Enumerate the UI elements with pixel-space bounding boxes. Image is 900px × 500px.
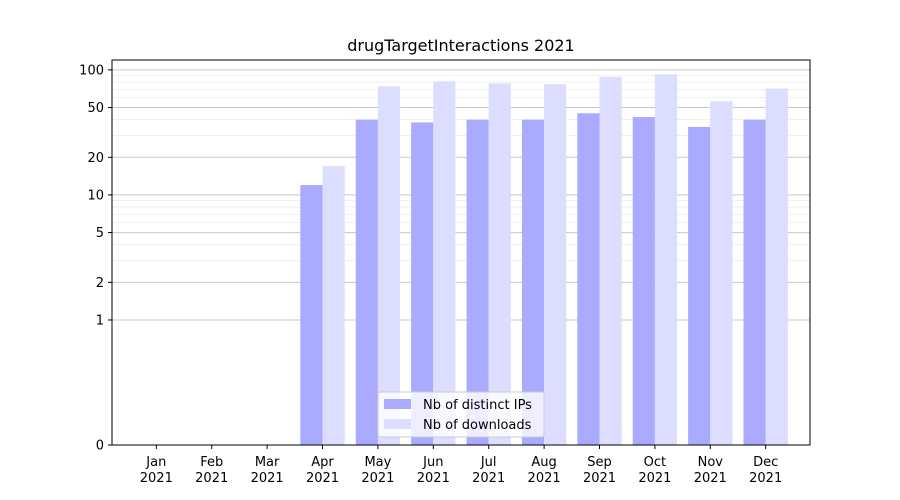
bar-distinct-ips-apr xyxy=(300,185,323,445)
plot-frame xyxy=(111,59,811,446)
bar-downloads-oct xyxy=(654,74,678,445)
bar-distinct-ips-may xyxy=(355,119,378,446)
x-axis: Jan 2021 Feb 2021 Mar 2021 Apr 2021 May 2021 Jun 20… xyxy=(140,445,782,486)
x-tick-label: Jul 2021 xyxy=(472,455,505,486)
y-tick-label: 2 xyxy=(96,276,104,291)
x-tick-label: May 2021 xyxy=(361,455,394,486)
bar-distinct-ips-nov xyxy=(688,126,711,446)
bars xyxy=(300,74,788,446)
bar-distinct-ips-oct xyxy=(632,117,655,445)
x-tick-label: Mar 2021 xyxy=(251,455,284,486)
bar-downloads-apr xyxy=(322,166,345,445)
x-tick-label: Jan 2021 xyxy=(140,455,173,486)
legend-swatch-distinct-ips xyxy=(384,399,411,409)
x-tick-label: Jun 2021 xyxy=(417,455,450,486)
x-tick-label: Sep 2021 xyxy=(583,455,616,486)
bar-distinct-ips-aug xyxy=(521,119,545,446)
y-tick-label: 10 xyxy=(87,188,104,203)
y-axis: 0 1 2 5 10 20 50 100 xyxy=(79,63,112,454)
bar-distinct-ips-sep xyxy=(577,113,600,445)
bar-distinct-ips-jun xyxy=(411,122,434,445)
y-tick-label: 20 xyxy=(87,151,104,166)
x-tick-label: Dec 2021 xyxy=(749,455,782,486)
x-tick-label: Aug 2021 xyxy=(528,455,561,486)
legend: Nb of distinct IPs Nb of downloads xyxy=(377,391,545,438)
bar-distinct-ips-jul xyxy=(466,119,489,446)
bar-downloads-jul xyxy=(488,83,511,445)
y-tick-label: 1 xyxy=(96,313,104,328)
bar-distinct-ips-dec xyxy=(743,119,766,446)
x-tick-label: Feb 2021 xyxy=(195,455,228,486)
x-tick-label: Nov 2021 xyxy=(694,455,727,486)
y-tick-label: 50 xyxy=(87,101,104,116)
y-tick-label: 5 xyxy=(96,226,104,241)
bar-downloads-dec xyxy=(765,88,788,446)
legend-label-distinct-ips: Nb of distinct IPs xyxy=(423,398,532,413)
bar-downloads-nov xyxy=(710,101,733,445)
x-tick-label: Oct 2021 xyxy=(638,455,671,486)
legend-box xyxy=(377,391,545,438)
y-tick-label: 100 xyxy=(79,63,104,78)
y-tick-label: 0 xyxy=(96,439,104,454)
x-tick-label: Apr 2021 xyxy=(306,455,339,486)
legend-label-downloads: Nb of downloads xyxy=(423,418,532,433)
bar-downloads-sep xyxy=(599,76,622,445)
bar-downloads-jun xyxy=(433,81,456,445)
legend-swatch-downloads xyxy=(384,419,411,429)
chart-title: drugTargetInteractions 2021 xyxy=(347,36,574,55)
bar-downloads-aug xyxy=(544,84,567,446)
bar-downloads-may xyxy=(377,86,401,445)
